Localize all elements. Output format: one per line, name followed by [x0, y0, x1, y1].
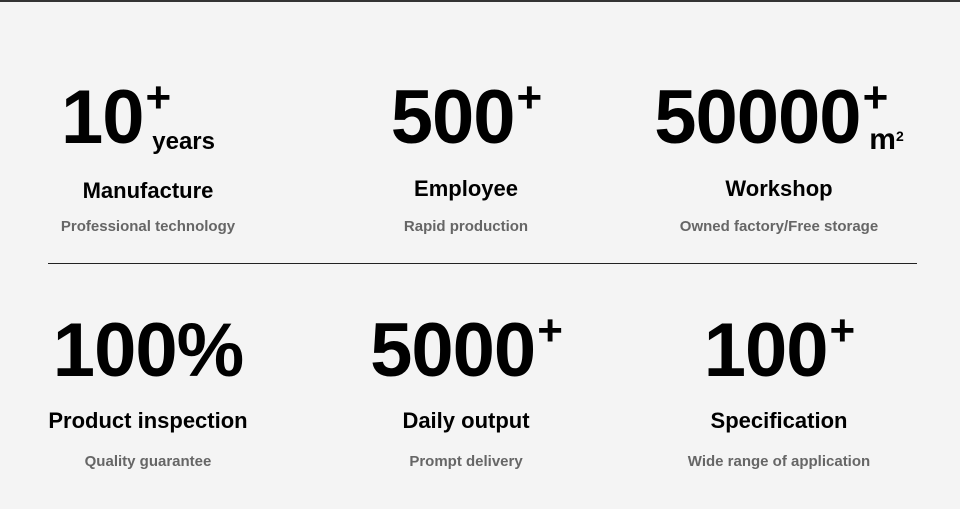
stat-plus: +: [862, 73, 889, 122]
unit-base: m: [869, 123, 896, 156]
stat-number: 5000: [370, 308, 536, 393]
stat-value: 10 + years: [0, 75, 298, 160]
stat-unit: m2: [869, 125, 904, 155]
stat-title: Specification: [710, 408, 848, 433]
stat-subtitle: Prompt delivery: [409, 453, 523, 470]
stat-number: 50000: [654, 75, 861, 160]
stat-subtitle: Professional technology: [60, 218, 236, 235]
stat-subtitle: Quality guarantee: [84, 453, 212, 470]
stat-number: 10: [61, 75, 145, 160]
unit-exponent: 2: [895, 128, 904, 144]
stat-value: 100 +: [619, 308, 939, 393]
stat-value: 50000 + m2: [619, 75, 939, 160]
stat-subtitle: Owned factory/Free storage: [679, 218, 879, 235]
stat-title: Daily output: [402, 408, 530, 433]
stat-number: 100%: [52, 308, 244, 393]
stat-plus: +: [829, 306, 856, 355]
stat-plus: +: [145, 73, 172, 122]
stat-title: Employee: [414, 176, 518, 201]
stat-number: 100: [703, 308, 829, 393]
stat-subtitle: Wide range of application: [687, 453, 871, 470]
stat-value: 500 +: [306, 75, 626, 160]
divider: [48, 263, 917, 264]
stat-title: Product inspection: [48, 408, 248, 433]
stat-title: Manufacture: [82, 178, 214, 203]
stat-plus: +: [537, 306, 563, 355]
stat-unit: years: [152, 128, 215, 155]
top-border: [0, 0, 960, 2]
stat-value: 5000 +: [306, 308, 626, 393]
stat-title: Workshop: [725, 176, 833, 201]
stat-number: 500: [390, 75, 516, 160]
stat-value: 100%: [0, 313, 308, 389]
stat-subtitle: Rapid production: [403, 218, 529, 235]
stat-plus: +: [516, 73, 543, 122]
